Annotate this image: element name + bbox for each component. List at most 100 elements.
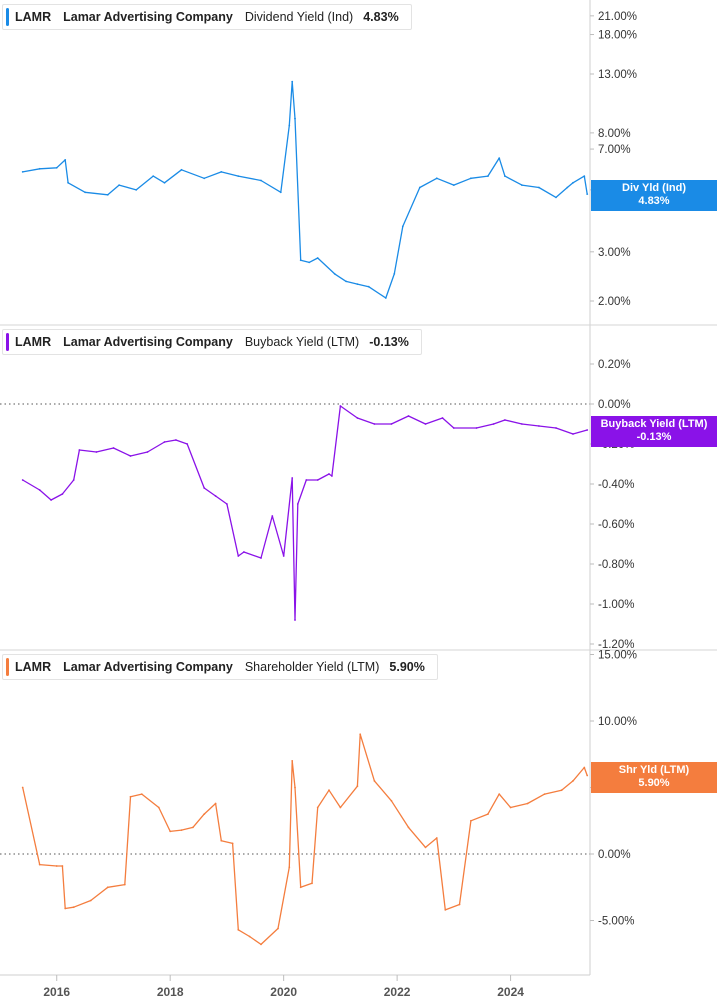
data-point	[64, 907, 67, 910]
legend-metric: Buyback Yield (LTM)	[244, 335, 360, 349]
data-point	[521, 184, 523, 187]
data-point	[237, 555, 240, 557]
data-point	[390, 423, 393, 425]
data-point	[492, 423, 495, 425]
data-point	[260, 943, 262, 946]
legend-metric: Dividend Yield (Ind)	[244, 10, 354, 24]
data-point	[220, 171, 223, 173]
data-point	[291, 477, 294, 479]
data-point	[452, 427, 455, 429]
data-point	[180, 829, 183, 831]
data-point	[95, 451, 98, 453]
data-point	[118, 184, 120, 187]
data-point	[526, 802, 529, 805]
data-point	[203, 487, 206, 489]
data-point	[291, 760, 294, 762]
legend-buyback-yield[interactable]: LAMR Lamar Advertising Company Buyback Y…	[2, 329, 422, 355]
data-point	[586, 193, 589, 196]
data-point	[106, 193, 109, 196]
legend-value: 5.90%	[389, 660, 425, 674]
data-point	[78, 449, 81, 451]
data-point	[84, 191, 86, 194]
badge-label: Div Yld (Ind)	[622, 182, 686, 194]
data-point	[458, 903, 461, 906]
legend-ticker: LAMR	[15, 335, 52, 349]
y-tick-label: -0.60%	[598, 519, 634, 531]
data-point	[38, 167, 41, 170]
y-tick-label: 7.00%	[598, 144, 631, 156]
data-point	[72, 906, 75, 909]
data-point	[384, 297, 387, 299]
data-point	[331, 475, 333, 477]
data-point	[390, 799, 393, 802]
series-color-swatch	[6, 8, 9, 26]
data-point	[572, 780, 574, 782]
data-point	[356, 283, 359, 285]
data-point	[231, 842, 234, 845]
legend-shareholder-yield[interactable]: LAMR Lamar Advertising Company Sharehold…	[2, 654, 438, 680]
data-point	[311, 882, 313, 885]
buyback-yield-price-badge: Buyback Yield (LTM) -0.13%	[591, 416, 717, 447]
badge-value: 4.83%	[638, 195, 670, 207]
legend-metric: Shareholder Yield (LTM)	[244, 660, 380, 674]
data-point	[470, 819, 472, 822]
legend-ticker: LAMR	[15, 10, 52, 24]
data-point	[294, 786, 296, 789]
x-tick-label: 2016	[43, 985, 70, 999]
data-point	[294, 117, 296, 120]
data-point	[163, 181, 166, 184]
data-point	[487, 175, 489, 178]
badge-value: 5.90%	[638, 777, 670, 789]
data-point	[123, 883, 126, 886]
legend-value: 4.83%	[363, 10, 399, 24]
data-point	[418, 186, 421, 189]
y-tick-label: -5.00%	[598, 916, 634, 928]
shareholder-yield-price-badge: Shr Yld (LTM) 5.90%	[591, 762, 717, 793]
data-point	[393, 273, 396, 275]
data-point	[333, 273, 336, 275]
data-point	[192, 826, 194, 829]
series-line	[22, 733, 588, 946]
data-point	[61, 493, 64, 495]
y-tick-label: 0.00%	[598, 849, 631, 861]
data-point	[299, 886, 302, 889]
data-point	[475, 427, 478, 429]
data-point	[543, 793, 546, 795]
data-point	[583, 766, 586, 769]
data-point	[560, 789, 563, 792]
data-point	[373, 423, 376, 425]
data-point	[316, 479, 319, 481]
data-point	[140, 793, 143, 795]
x-tick-label: 2024	[497, 985, 524, 999]
y-tick-label: 18.00%	[598, 30, 637, 42]
badge-label: Shr Yld (LTM)	[618, 764, 690, 776]
data-point	[373, 780, 376, 782]
data-point	[214, 495, 217, 497]
data-point	[308, 261, 311, 264]
y-tick-label: -1.20%	[598, 639, 634, 651]
data-point	[487, 813, 489, 815]
data-point	[186, 443, 189, 445]
data-point	[282, 555, 285, 557]
data-point	[55, 166, 58, 169]
legend-dividend-yield[interactable]: LAMR Lamar Advertising Company Dividend …	[2, 4, 412, 30]
data-point	[356, 417, 359, 419]
data-point	[67, 181, 69, 184]
x-tick-label: 2018	[157, 985, 184, 999]
data-point	[299, 259, 302, 262]
data-point	[152, 175, 155, 178]
dividend-yield-price-badge: Div Yld (Ind) 4.83%	[591, 180, 717, 211]
data-point	[583, 175, 586, 178]
x-tick-label: 2022	[384, 985, 411, 999]
data-point	[509, 806, 512, 809]
legend-company: Lamar Advertising Company	[63, 10, 233, 24]
data-point	[180, 168, 183, 171]
y-tick-label: 0.20%	[598, 359, 631, 371]
y-tick-label: 8.00%	[598, 128, 631, 140]
data-point	[243, 551, 245, 553]
data-point	[237, 175, 240, 178]
data-point	[498, 157, 501, 160]
data-point	[444, 909, 447, 911]
legend-value: -0.13%	[369, 335, 409, 349]
data-point	[169, 830, 172, 833]
